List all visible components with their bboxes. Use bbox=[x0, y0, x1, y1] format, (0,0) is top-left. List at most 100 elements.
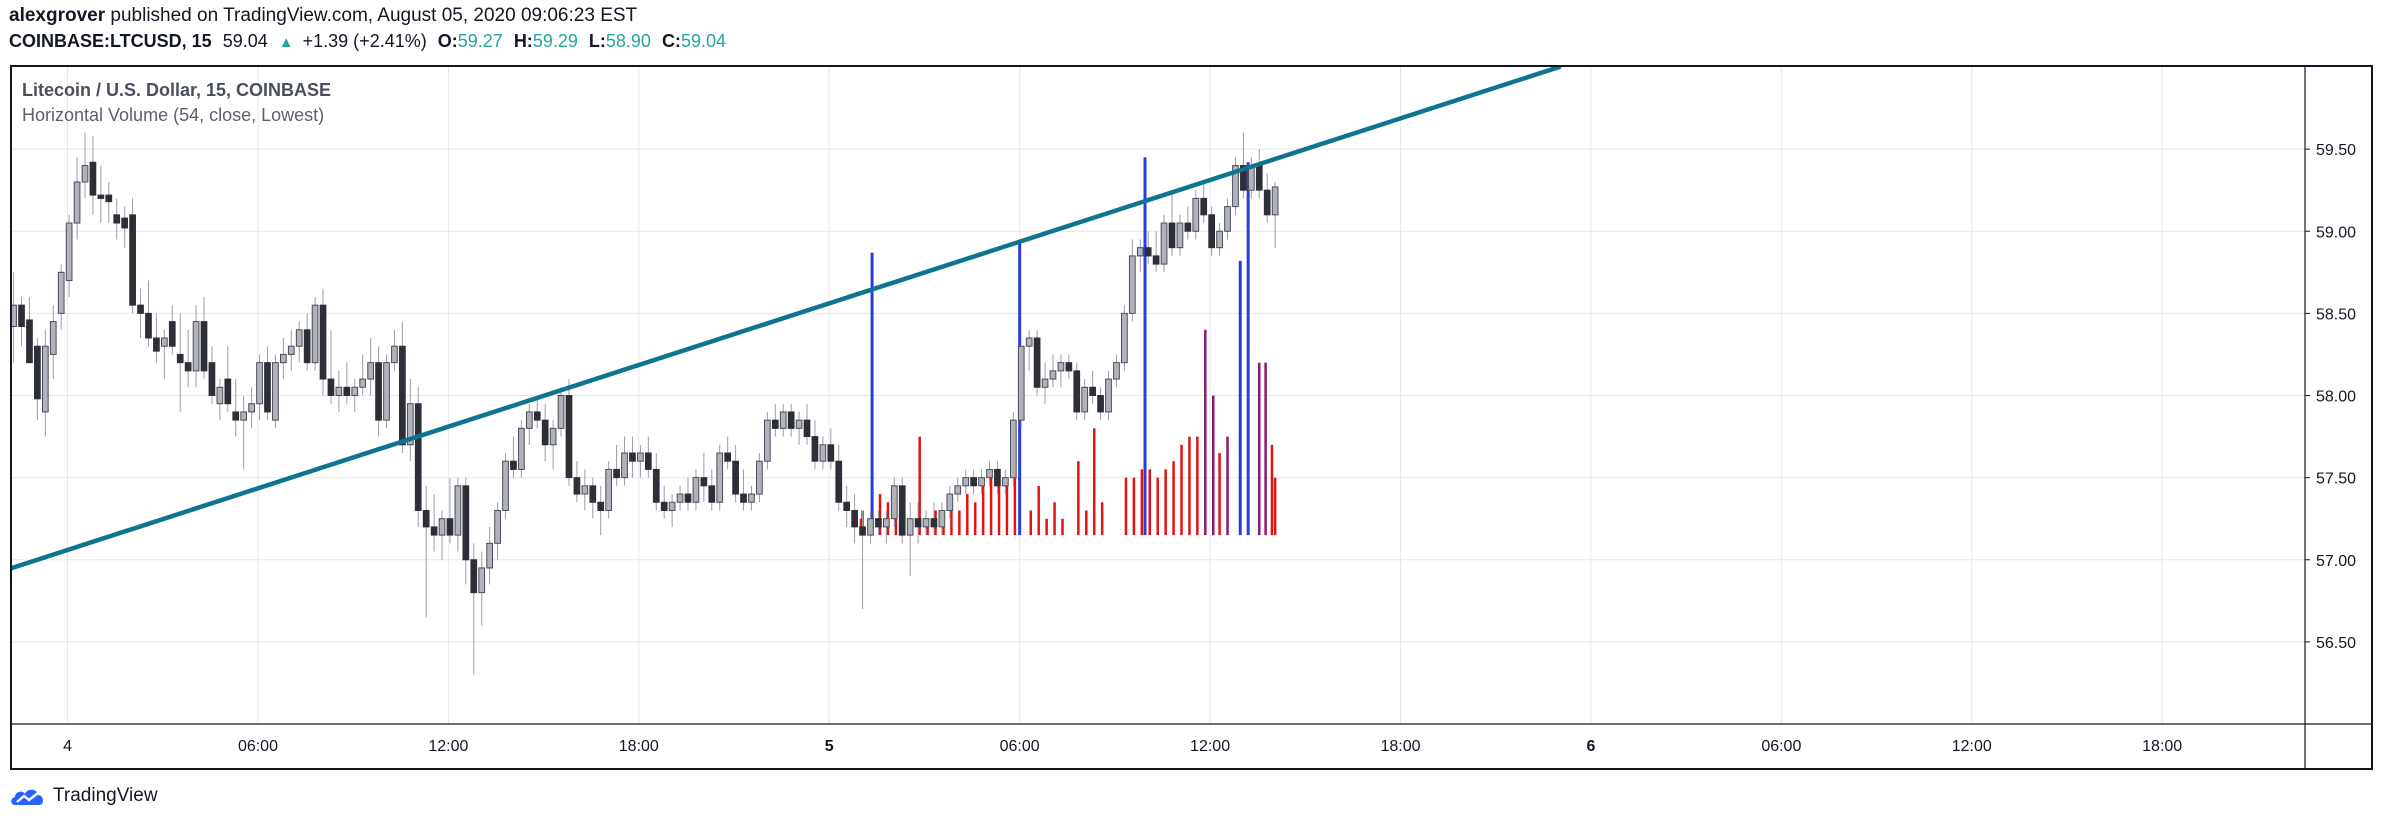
trendline-layer bbox=[12, 67, 1562, 571]
y-tick-label: 59.50 bbox=[2316, 142, 2356, 159]
candle-body bbox=[914, 518, 922, 528]
author-name[interactable]: alexgrover bbox=[9, 5, 106, 26]
candle-body bbox=[406, 403, 414, 446]
high-value: 59.29 bbox=[532, 31, 578, 51]
candle-body bbox=[351, 386, 359, 397]
candle-body bbox=[200, 321, 208, 372]
candle-body bbox=[605, 468, 613, 511]
candle-body bbox=[835, 460, 843, 503]
x-tick-label: 06:00 bbox=[238, 738, 278, 755]
brand-name: TradingView bbox=[53, 785, 158, 806]
candle-body bbox=[898, 485, 906, 536]
candle-body bbox=[970, 477, 977, 487]
candle-body bbox=[65, 222, 73, 282]
candle-body bbox=[1176, 222, 1184, 249]
candle-body bbox=[779, 411, 787, 429]
volume-profile-layer bbox=[859, 157, 1277, 536]
x-tick-label: 12:00 bbox=[1952, 738, 1992, 755]
x-tick-label: 5 bbox=[825, 738, 834, 755]
candle-body bbox=[597, 501, 605, 511]
candle-body bbox=[422, 509, 430, 528]
candle-body bbox=[160, 337, 168, 347]
candle-body bbox=[637, 452, 644, 462]
candle-body bbox=[1232, 165, 1239, 208]
x-tick-label: 18:00 bbox=[619, 738, 659, 755]
tradingview-cloud-icon bbox=[11, 789, 44, 805]
candle-body bbox=[1097, 395, 1104, 413]
tradingview-brand[interactable]: TradingView bbox=[9, 785, 158, 807]
candle-body bbox=[272, 362, 279, 421]
candle-body bbox=[121, 217, 129, 229]
y-tick-label: 57.00 bbox=[2316, 553, 2356, 570]
candle-body bbox=[287, 345, 295, 355]
candle-body bbox=[629, 452, 636, 462]
candle-body bbox=[216, 386, 224, 405]
candle-body bbox=[1065, 362, 1073, 372]
candle-body bbox=[367, 362, 374, 380]
candle-body bbox=[882, 518, 890, 528]
candle-body bbox=[494, 509, 501, 544]
candle-body bbox=[541, 419, 549, 446]
candle-body bbox=[145, 312, 152, 339]
candle-body bbox=[851, 509, 858, 528]
candle-body bbox=[12, 304, 17, 328]
y-tick-label: 58.50 bbox=[2316, 306, 2356, 323]
candle-body bbox=[827, 444, 835, 462]
candle-body bbox=[1271, 186, 1279, 216]
candle-body bbox=[652, 468, 660, 503]
candle-body bbox=[700, 477, 708, 487]
candle-body bbox=[1025, 337, 1033, 347]
candle-body bbox=[748, 493, 755, 503]
candle-body bbox=[938, 509, 946, 528]
candle-body bbox=[859, 526, 866, 536]
candle-body bbox=[1255, 165, 1263, 191]
candle-body bbox=[962, 477, 970, 487]
chart-pane[interactable]: 59.50 59.00 58.50 58.00 57.50 57.00 56.50 4 06:0… bbox=[10, 65, 2373, 770]
y-tick-label: 56.50 bbox=[2316, 635, 2356, 652]
candle-body bbox=[1113, 362, 1120, 380]
candle-body bbox=[557, 395, 565, 429]
candle-body bbox=[581, 485, 589, 495]
candle-body bbox=[81, 165, 89, 183]
close-label: C: bbox=[661, 31, 681, 51]
open-value: 59.27 bbox=[457, 31, 503, 51]
candle-body bbox=[525, 411, 533, 429]
candle-body bbox=[819, 444, 827, 462]
candle-body bbox=[184, 362, 192, 372]
candle-body bbox=[692, 477, 700, 503]
candle-body bbox=[716, 452, 724, 503]
candle-body bbox=[1200, 197, 1208, 216]
candle-body bbox=[113, 214, 121, 224]
indicator-title[interactable]: Horizontal Volume (54, close, Lowest) bbox=[22, 105, 325, 125]
candle-body bbox=[26, 319, 33, 364]
candle-body bbox=[644, 452, 652, 470]
candle-body bbox=[414, 403, 422, 511]
candle-body bbox=[41, 345, 49, 413]
candle-body bbox=[486, 542, 493, 569]
candle-body bbox=[771, 419, 779, 429]
candle-body bbox=[224, 378, 232, 405]
candle-body bbox=[303, 329, 311, 364]
price-chart-svg[interactable]: 59.50 59.00 58.50 58.00 57.50 57.00 56.50 4 06:0… bbox=[12, 67, 2371, 768]
candle-body bbox=[724, 452, 732, 462]
candle-body bbox=[430, 526, 438, 536]
candle-body bbox=[1263, 189, 1271, 216]
candle-body bbox=[621, 452, 628, 479]
candle-body bbox=[1144, 247, 1152, 257]
candle-body bbox=[565, 395, 573, 479]
candle-body bbox=[1168, 222, 1176, 249]
candle-body bbox=[192, 321, 200, 372]
candle-body bbox=[510, 460, 517, 470]
candle-body bbox=[954, 485, 962, 495]
candle-body bbox=[462, 485, 470, 561]
candle-body bbox=[97, 194, 105, 199]
candle-body bbox=[668, 501, 676, 511]
x-tick-label: 12:00 bbox=[428, 738, 468, 755]
candle-body bbox=[240, 411, 248, 421]
y-tick-label: 59.00 bbox=[2316, 224, 2356, 241]
candle-body bbox=[875, 518, 882, 528]
high-label: H: bbox=[513, 31, 533, 51]
candle-body bbox=[533, 411, 541, 421]
candle-body bbox=[232, 411, 240, 421]
candle-body bbox=[930, 518, 938, 528]
